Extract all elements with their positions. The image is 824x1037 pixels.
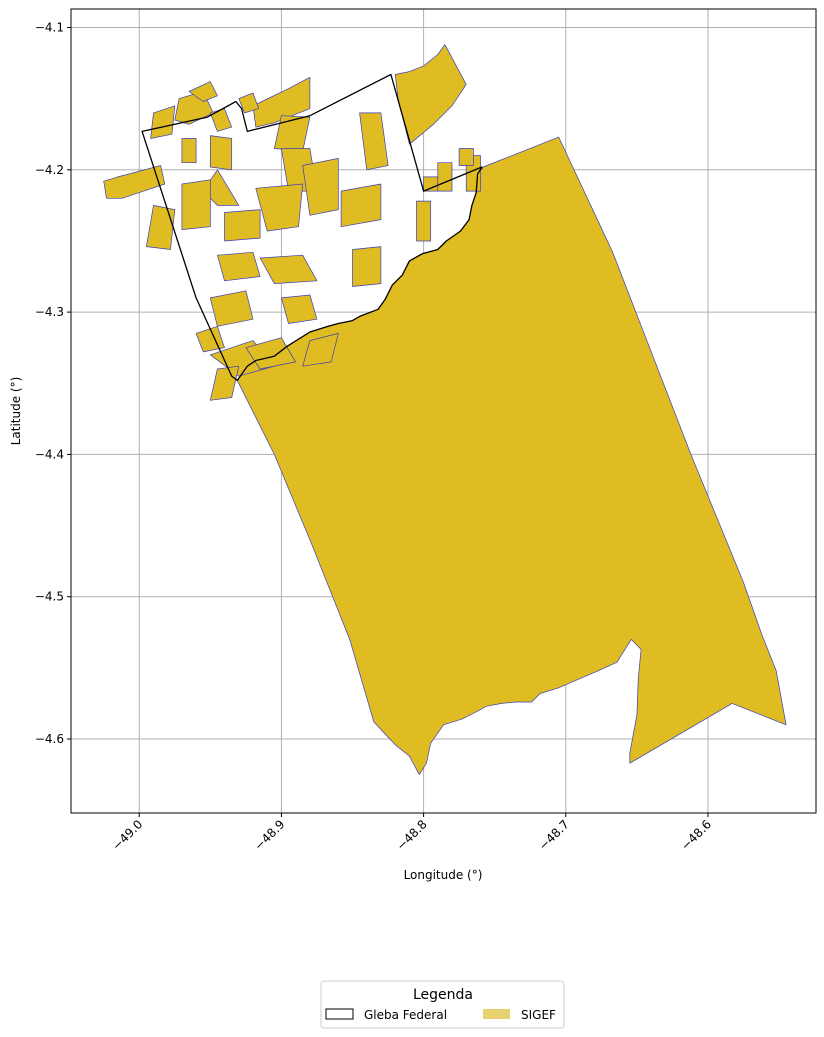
- y-axis: −4.1 −4.2 −4.3 −4.4 −4.5 −4.6: [35, 20, 71, 746]
- sigef-polygon-p17: [181, 179, 211, 230]
- sigef-polygon-p15: [302, 158, 339, 216]
- y-tick-label-5: −4.6: [35, 732, 64, 746]
- gleba-federal-polygon-gleba-outline: [141, 73, 483, 382]
- sigef-polygon-p05: [252, 76, 311, 128]
- y-tick-label-3: −4.4: [35, 447, 64, 461]
- legend: Legenda Gleba Federal SIGEF: [320, 980, 565, 1029]
- sigef-polygon-p30: [416, 200, 432, 242]
- sigef-polygon-p14: [255, 183, 304, 232]
- sigef-polygon-p11: [209, 135, 233, 171]
- sigef-polygon-p31: [423, 176, 439, 192]
- sigef-polygon-p32: [437, 162, 453, 192]
- gleba-federal-layer: [141, 73, 483, 382]
- map-polygons: [103, 44, 787, 775]
- sigef-polygon-p06: [238, 92, 260, 114]
- sigef-polygon-p12: [181, 138, 197, 164]
- y-tick-label-2: −4.3: [35, 305, 64, 319]
- sigef-polygon-p26: [245, 337, 296, 370]
- sigef-polygon-p04: [103, 165, 166, 199]
- sigef-polygon-p19: [146, 205, 176, 250]
- y-tick-label-4: −4.5: [35, 590, 64, 604]
- sigef-polygon-p22: [352, 246, 382, 287]
- sigef-polygon-p29: [302, 333, 339, 367]
- legend-title: Legenda: [413, 987, 473, 1003]
- sigef-polygon-p24: [281, 294, 318, 324]
- y-axis-label: Latitude (°): [9, 377, 23, 446]
- sigef-polygon-p16: [340, 183, 382, 228]
- y-tick-label-0: −4.1: [35, 20, 64, 34]
- sigef-polygon-p34: [458, 148, 474, 166]
- legend-label-gleba-federal: Gleba Federal: [364, 1008, 447, 1022]
- x-axis-label: Longitude (°): [404, 868, 483, 882]
- sigef-polygon-p23: [209, 290, 254, 327]
- sigef-polygon-p03: [188, 81, 218, 102]
- y-tick-label-1: −4.2: [35, 163, 64, 177]
- sigef-polygon-p09: [359, 112, 389, 171]
- sigef-polygon-p21: [259, 254, 318, 284]
- sigef-polygon-p20: [217, 251, 261, 282]
- sigef-polygon-p18: [224, 209, 261, 242]
- legend-swatch-gleba-federal: [325, 1008, 354, 1020]
- plot-frame: [70, 8, 817, 814]
- legend-swatch-sigef: [483, 1009, 510, 1019]
- legend-label-sigef: SIGEF: [521, 1008, 556, 1022]
